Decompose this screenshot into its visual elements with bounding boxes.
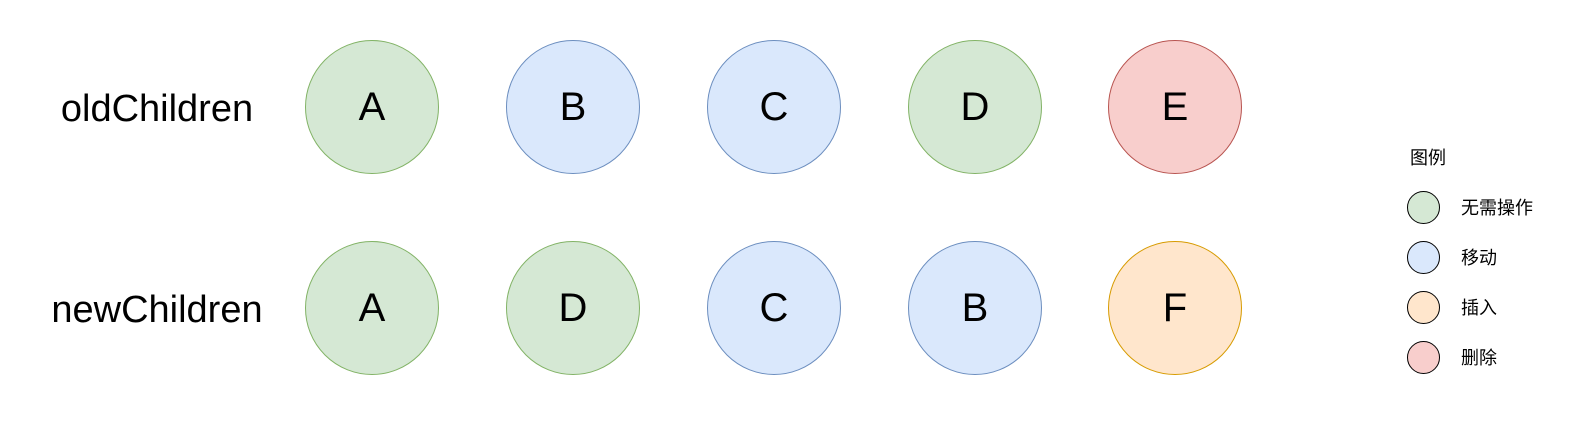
old-children-label: oldChildren <box>60 88 254 130</box>
legend-label-insert: 插入 <box>1461 298 1497 319</box>
legend-swatch-move <box>1407 240 1440 274</box>
new-node-a: A <box>305 241 439 375</box>
legend-item-none: 无需操作 <box>1407 189 1533 225</box>
new-node-c: C <box>707 241 841 375</box>
legend-item-move: 移动 <box>1407 239 1497 275</box>
legend-swatch-insert <box>1407 290 1440 324</box>
old-node-c: C <box>707 40 841 174</box>
new-node-f: F <box>1108 241 1242 375</box>
legend-label-move: 移动 <box>1461 248 1497 269</box>
legend-title: 图例 <box>1410 148 1446 169</box>
old-node-b: B <box>506 40 640 174</box>
legend-item-insert: 插入 <box>1407 289 1497 325</box>
legend-label-delete: 删除 <box>1461 348 1497 369</box>
legend-swatch-delete <box>1407 340 1440 374</box>
old-node-e: E <box>1108 40 1242 174</box>
new-node-d: D <box>506 241 640 375</box>
old-node-a: A <box>305 40 439 174</box>
legend-item-delete: 删除 <box>1407 339 1497 375</box>
old-node-d: D <box>908 40 1042 174</box>
legend-swatch-none <box>1407 190 1440 224</box>
new-children-label: newChildren <box>51 289 263 331</box>
new-node-b: B <box>908 241 1042 375</box>
legend-label-none: 无需操作 <box>1461 198 1533 219</box>
